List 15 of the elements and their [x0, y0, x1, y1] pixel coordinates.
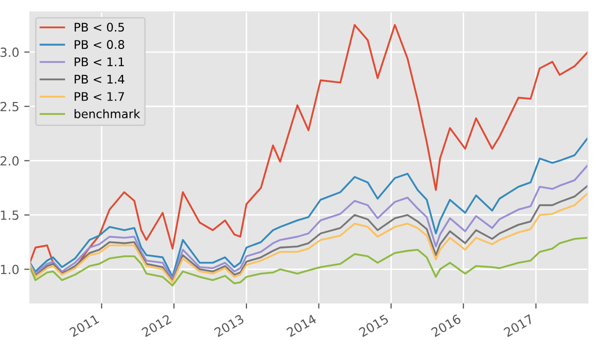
y-tick-label: 1.5	[0, 210, 18, 220]
legend-label: PB < 1.1	[74, 58, 124, 66]
y-tick-label: 3.0	[0, 48, 19, 58]
line-series	[30, 136, 588, 278]
legend-label: PB < 0.5	[74, 22, 124, 32]
y-tick-label: 1.0	[0, 264, 19, 274]
line-series	[30, 164, 588, 280]
legend-label: PB < 1.7	[74, 92, 124, 101]
line-series	[30, 236, 588, 286]
legend-label: PB < 0.8	[74, 40, 124, 49]
y-tick-label: 2.0	[0, 156, 19, 166]
line-series	[30, 24, 588, 274]
legend-label: PB < 1.4	[74, 74, 124, 84]
y-tick-label: 2.5	[0, 102, 18, 112]
legend-label: benchmark	[74, 109, 140, 118]
